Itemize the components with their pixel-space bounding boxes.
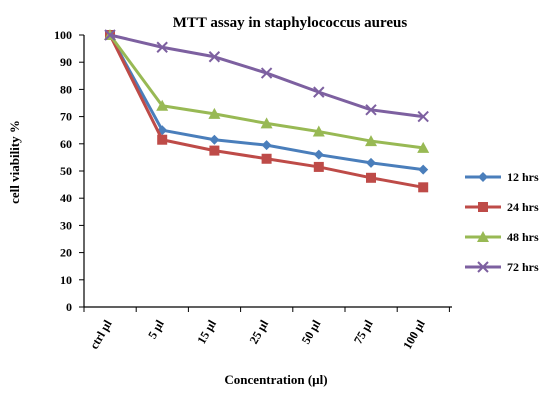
- series-12-hrs: [105, 30, 429, 175]
- y-tick-label: 70: [60, 110, 72, 124]
- data-point-square: [209, 145, 220, 156]
- data-point-triangle: [312, 125, 325, 137]
- y-axis-ticks: 0 10 20 30 40 50 60 70 80 90 100: [54, 28, 84, 314]
- x-tick-label: 15 µl: [194, 317, 219, 346]
- y-tick-label: 20: [60, 246, 72, 260]
- y-tick-label: 0: [66, 300, 72, 314]
- y-tick-label: 60: [60, 137, 72, 151]
- x-tick-label: ctrl µl: [87, 317, 115, 352]
- series-layer: [104, 29, 430, 193]
- y-tick-label: 10: [60, 273, 72, 287]
- data-point-square: [366, 172, 376, 183]
- data-point-x: [477, 261, 489, 273]
- legend-label: 72 hrs: [507, 260, 539, 274]
- x-tick-label: 100 µl: [400, 317, 428, 352]
- legend-label: 48 hrs: [507, 230, 539, 244]
- series-72-hrs: [104, 29, 429, 123]
- data-point-triangle: [260, 117, 273, 129]
- series-48-hrs: [104, 29, 430, 153]
- legend-entry: 24 hrs: [465, 200, 539, 214]
- data-point-diamond: [418, 164, 429, 175]
- data-point-x: [104, 29, 116, 41]
- x-axis-ticks: ctrl µl 5 µl 15 µl 25 µl 50 µl 75 µl 100 µl: [83, 307, 450, 352]
- y-tick-label: 50: [60, 164, 72, 178]
- data-point-triangle: [477, 231, 489, 242]
- data-point-square: [418, 182, 429, 193]
- data-point-diamond: [366, 157, 376, 168]
- chart-title: MTT assay in staphylococcus aureus: [173, 15, 408, 31]
- y-axis-label: cell viability %: [7, 120, 22, 204]
- y-tick-label: 90: [60, 55, 72, 69]
- data-point-triangle: [156, 99, 169, 111]
- data-point-triangle: [417, 141, 430, 153]
- data-point-x: [208, 51, 221, 63]
- series-line: [109, 33, 424, 119]
- data-point-x: [365, 104, 377, 116]
- data-point-square: [478, 202, 488, 212]
- legend-label: 12 hrs: [507, 170, 539, 184]
- x-tick-label: 25 µl: [246, 317, 271, 346]
- data-point-square: [261, 153, 272, 164]
- data-point-square: [313, 161, 324, 172]
- data-point-diamond: [478, 172, 488, 182]
- data-point-x: [313, 86, 325, 98]
- data-point-diamond: [209, 134, 220, 145]
- y-tick-label: 100: [54, 28, 72, 42]
- legend-entry: 48 hrs: [465, 230, 539, 244]
- y-tick-label: 80: [60, 82, 72, 96]
- data-point-triangle: [365, 135, 377, 147]
- legend-entry: 72 hrs: [465, 260, 539, 274]
- legend: 12 hrs 24 hrs 48 hrs 72 hrs: [465, 170, 539, 274]
- data-point-square: [157, 134, 168, 145]
- data-point-x: [260, 67, 273, 79]
- x-tick-label: 75 µl: [351, 317, 376, 346]
- y-tick-label: 40: [60, 191, 72, 205]
- data-point-x: [417, 110, 429, 123]
- data-point-x: [156, 41, 168, 53]
- x-axis-label: Concentration (µl): [224, 372, 327, 387]
- data-point-diamond: [313, 149, 324, 160]
- y-tick-label: 30: [60, 218, 72, 232]
- data-point-triangle: [208, 107, 221, 119]
- legend-entry: 12 hrs: [465, 170, 539, 184]
- data-point-diamond: [261, 140, 272, 151]
- legend-label: 24 hrs: [507, 200, 539, 214]
- x-tick-label: 5 µl: [145, 317, 167, 341]
- x-tick-label: 50 µl: [299, 317, 324, 346]
